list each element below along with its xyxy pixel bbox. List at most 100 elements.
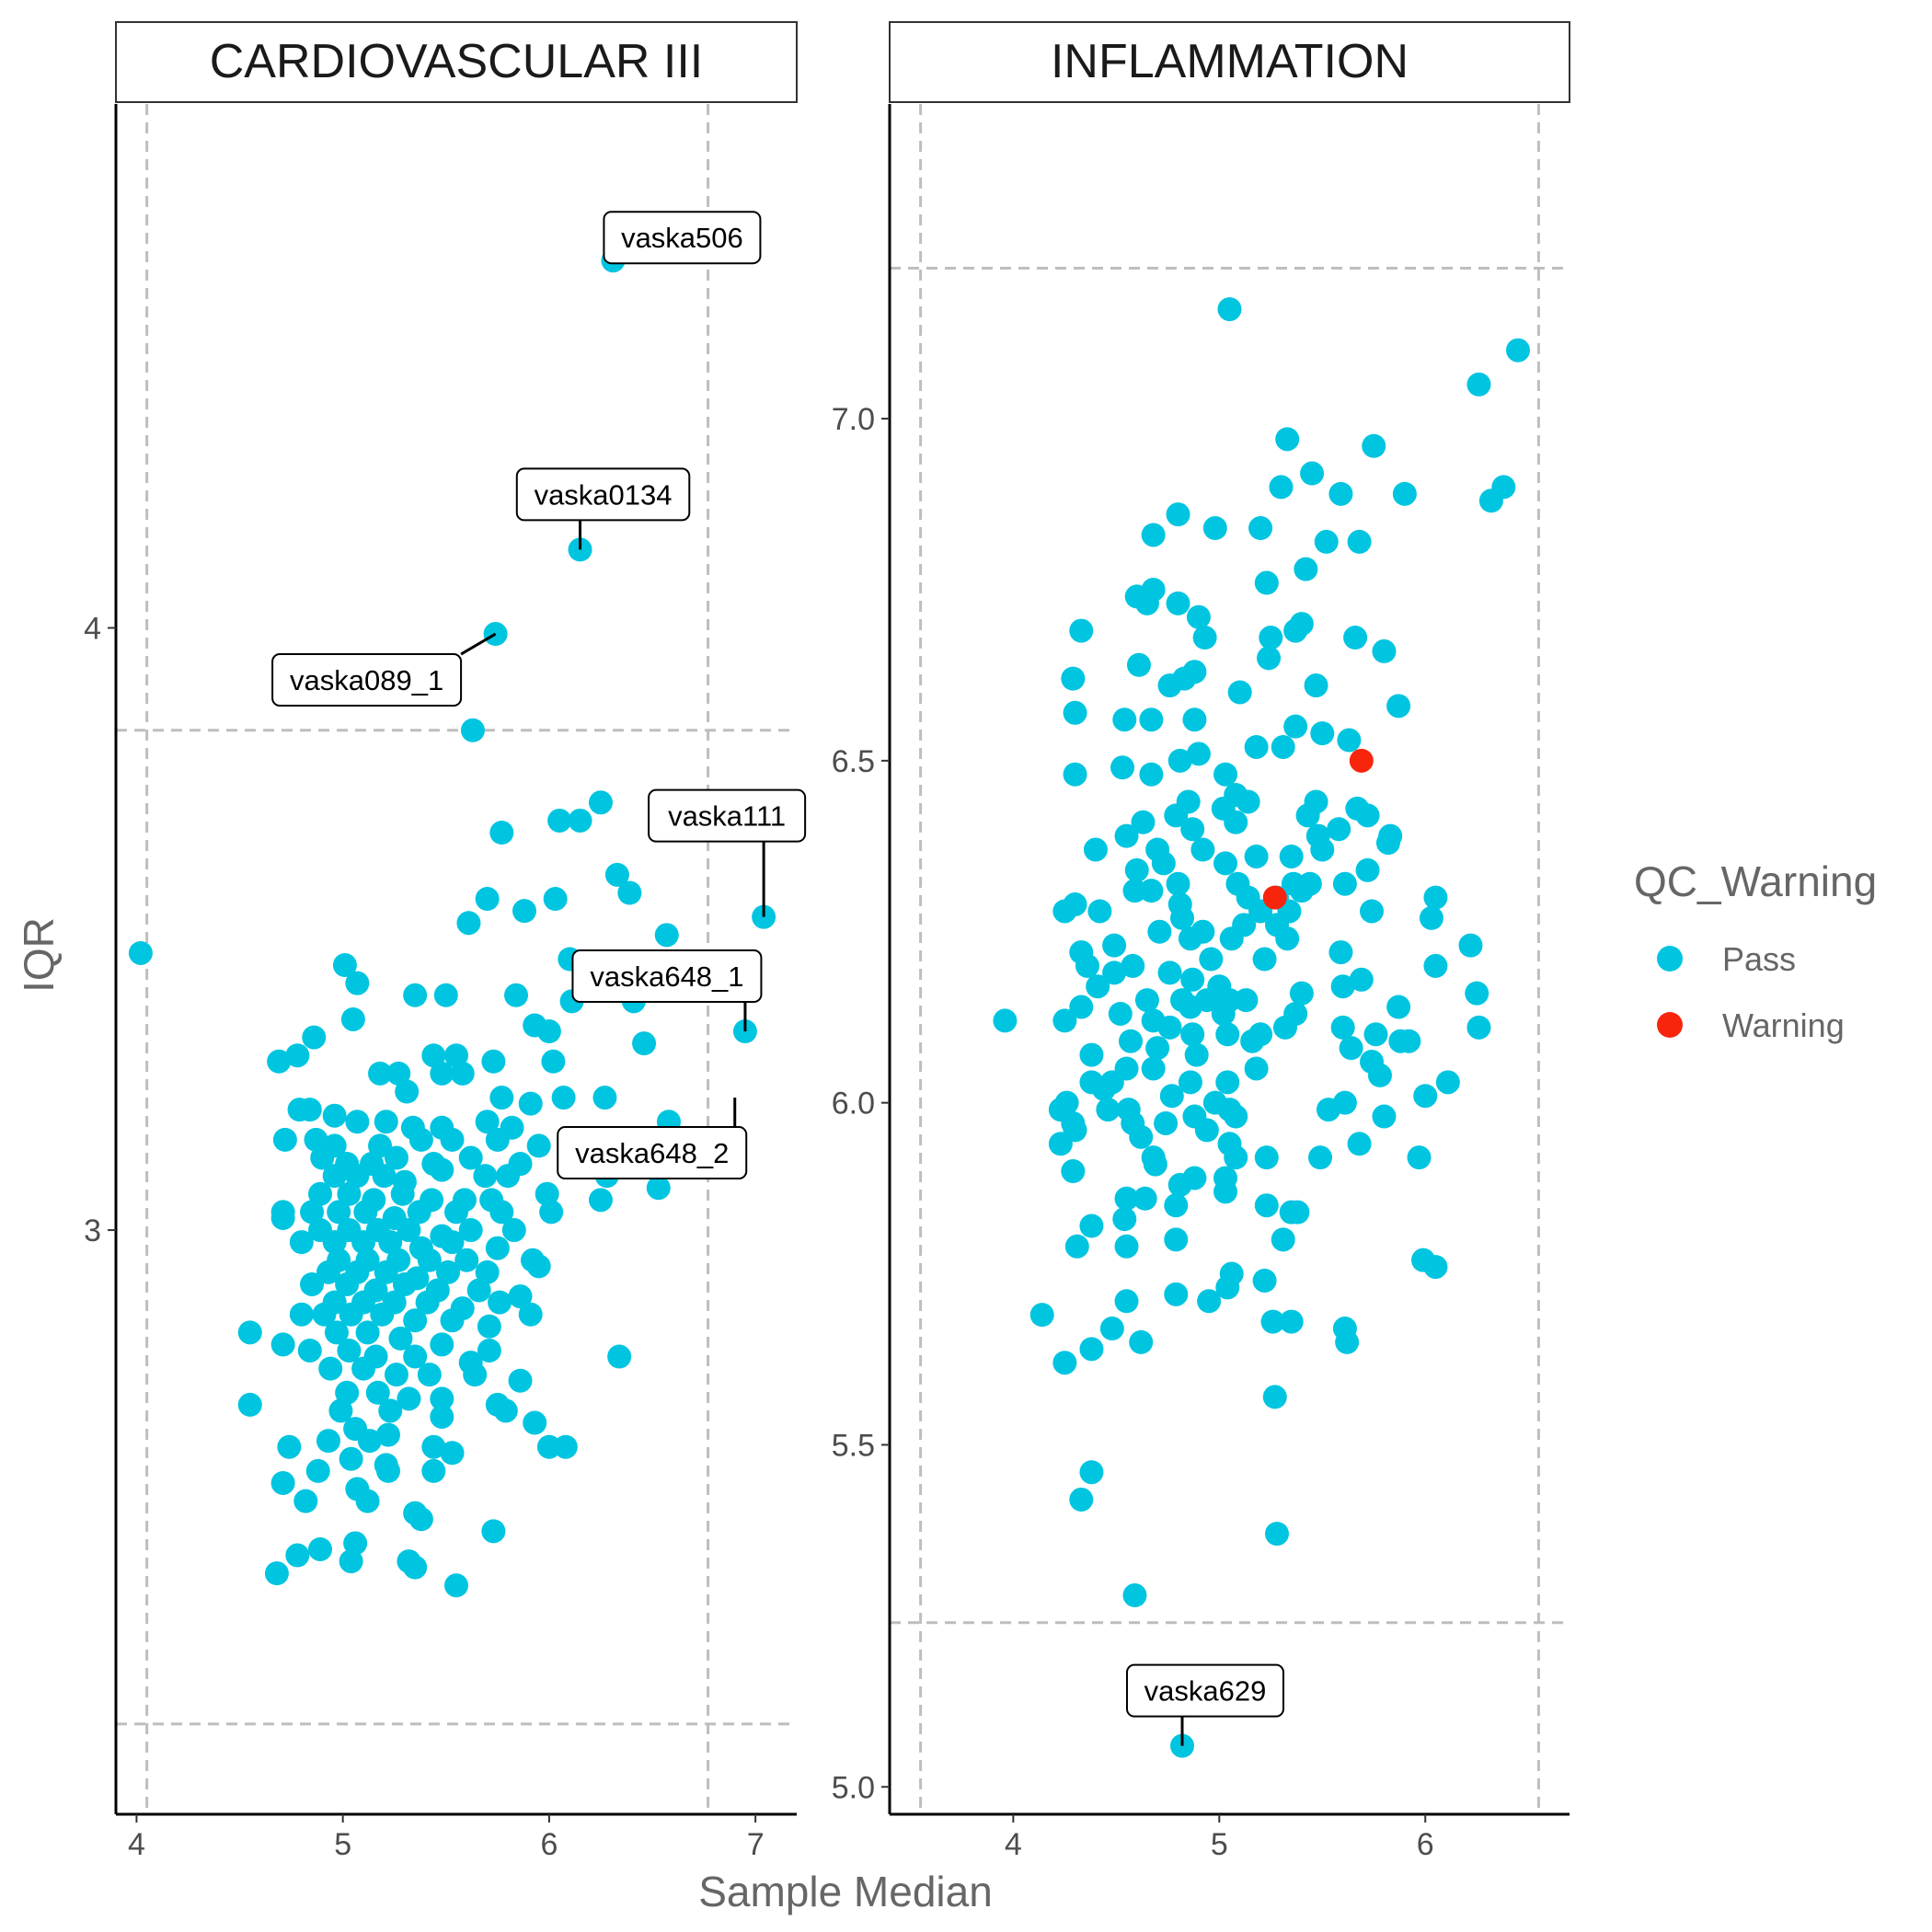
data-point-pass [1029, 1303, 1054, 1328]
legend: QC_Warning Pass Warning [1634, 857, 1877, 1044]
data-point-pass [1363, 1022, 1388, 1047]
outlier-label-box [271, 653, 463, 707]
data-point-pass [1328, 940, 1353, 965]
data-point-pass [1337, 728, 1362, 753]
data-point-pass [1052, 899, 1077, 924]
legend-key-warning [1657, 1012, 1683, 1038]
facet-strip-title: CARDIOVASCULAR III [210, 35, 703, 88]
data-point-pass [1114, 823, 1139, 848]
data-point-pass [496, 1164, 521, 1189]
data-point-pass [289, 1302, 314, 1327]
data-point-pass [1244, 734, 1269, 759]
x-tick-label: 6 [1417, 1827, 1434, 1862]
data-point-pass [1265, 1522, 1290, 1547]
data-point-pass [1332, 871, 1357, 896]
data-point-pass [270, 1205, 295, 1230]
data-point-pass [508, 1284, 533, 1309]
data-point-pass [501, 1218, 526, 1243]
data-point-pass [1122, 1583, 1147, 1608]
data-point-pass [1147, 919, 1172, 944]
data-point-pass [1141, 523, 1166, 547]
data-point-pass [504, 983, 529, 1007]
data-point-pass [477, 1314, 501, 1339]
data-point-pass [1335, 1329, 1360, 1354]
data-point-pass [293, 1489, 318, 1513]
data-point-pass [993, 1008, 1018, 1033]
data-point-pass [1347, 529, 1372, 554]
outlier-label-text: vaska648_2 [575, 1137, 729, 1169]
data-point-pass [285, 1043, 310, 1068]
data-point-pass [1330, 1015, 1355, 1040]
data-point-pass [1224, 1104, 1248, 1129]
data-point-pass [327, 1200, 351, 1225]
data-point-pass [345, 1164, 370, 1189]
data-point-pass [526, 1254, 551, 1279]
data-point-pass [368, 1061, 393, 1086]
data-point-pass [297, 1338, 322, 1363]
data-point-pass [270, 1470, 295, 1495]
data-point-pass [355, 1489, 380, 1513]
data-point-pass [444, 1043, 468, 1068]
data-point-pass [607, 1344, 632, 1369]
data-point-pass [466, 1278, 491, 1303]
data-point-pass [1283, 714, 1308, 739]
data-point-pass [1281, 871, 1305, 896]
data-point-pass [384, 1363, 408, 1387]
data-point-pass [316, 1429, 340, 1454]
data-point-pass [1166, 871, 1190, 896]
data-point-pass [1234, 988, 1259, 1013]
data-point-pass [475, 1259, 500, 1284]
data-point-pass [388, 1326, 413, 1351]
outlier-label-text: vaska506 [621, 222, 743, 254]
data-point-pass [421, 1434, 446, 1459]
data-point-pass [1423, 953, 1448, 978]
data-point-pass [1316, 1098, 1340, 1122]
data-point-pass [1355, 803, 1380, 828]
data-point-pass [1257, 646, 1282, 671]
data-point-pass [1052, 1351, 1077, 1375]
data-point-pass [403, 1555, 428, 1580]
data-point-pass [1069, 995, 1094, 1019]
data-point-pass [592, 1086, 617, 1110]
data-point-pass [397, 1386, 421, 1411]
data-point-pass [1129, 1329, 1154, 1354]
data-point-pass [1079, 1460, 1104, 1485]
data-point-pass [343, 1531, 368, 1556]
data-point-pass [421, 1043, 446, 1068]
data-point-pass [345, 971, 370, 995]
data-point-pass [335, 1380, 360, 1405]
data-point-pass [1215, 1022, 1240, 1047]
data-point-pass [440, 1308, 465, 1333]
data-point-pass [1199, 947, 1224, 972]
data-point-pass [1392, 481, 1417, 506]
data-point-pass [308, 1181, 332, 1206]
data-point-pass [1347, 1132, 1372, 1156]
data-point-pass [365, 1380, 390, 1405]
data-point-pass [297, 1098, 322, 1122]
data-point-pass [308, 1536, 332, 1561]
outlier-label: vaska648_1 [571, 949, 763, 1032]
data-point-pass [1178, 1070, 1202, 1095]
data-point-pass [1167, 1172, 1192, 1197]
data-point-pass [1308, 1145, 1333, 1170]
data-point-pass [512, 899, 536, 924]
data-point-pass [463, 1363, 488, 1387]
data-point-pass [568, 808, 592, 833]
data-point-pass [335, 1271, 360, 1296]
data-point-pass [339, 1446, 363, 1471]
outlier-label-text: vaska0134 [535, 478, 673, 511]
data-point-pass [1272, 1015, 1297, 1040]
x-tick-label: 4 [1005, 1827, 1022, 1862]
data-point-pass [1211, 1001, 1236, 1026]
data-point-pass [337, 1181, 362, 1206]
facet-strip-title: INFLAMMATION [1051, 35, 1409, 88]
data-point-pass [1141, 1056, 1166, 1081]
data-point-pass [337, 1338, 362, 1363]
data-point-pass [1180, 1022, 1205, 1047]
data-point-pass [1262, 1385, 1287, 1409]
data-point-pass [340, 1006, 365, 1031]
data-point-pass [1295, 803, 1320, 828]
data-point-warning [1262, 885, 1287, 910]
data-point-pass [407, 1200, 431, 1225]
data-point-pass [508, 1368, 533, 1393]
